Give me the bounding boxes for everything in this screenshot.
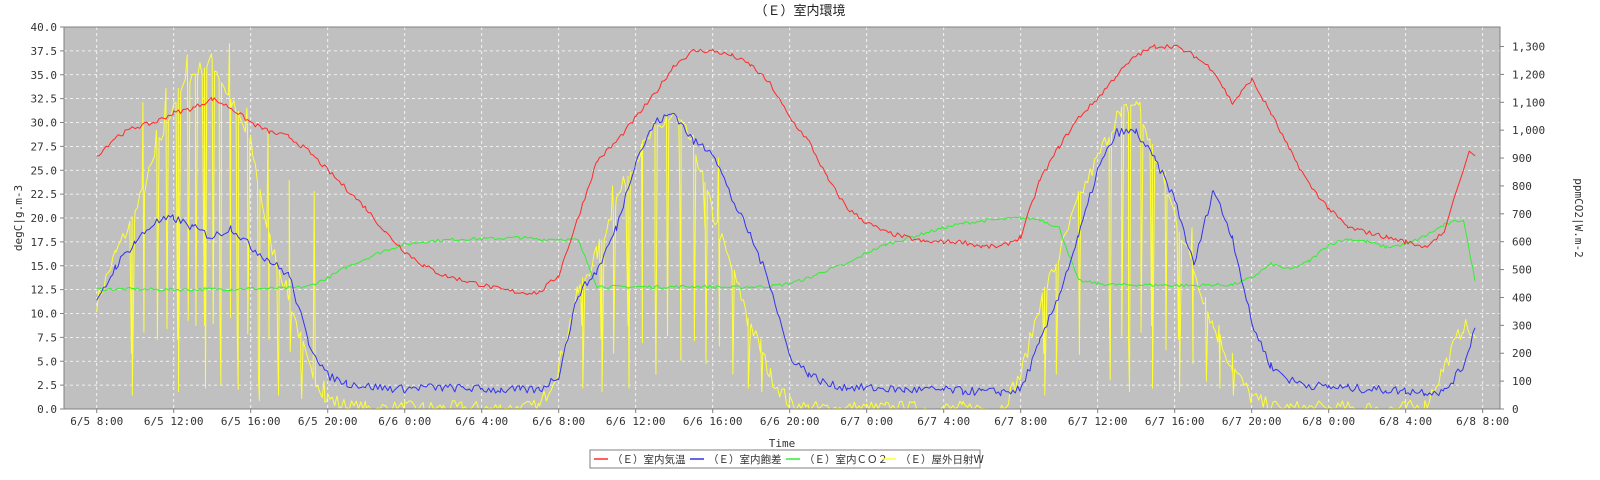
y-tick-label-left: 22.5 xyxy=(31,188,58,201)
x-tick-label: 6/6 0:00 xyxy=(378,415,431,428)
y-tick-label-left: 15.0 xyxy=(31,260,58,273)
y-tick-label-left: 37.5 xyxy=(31,45,58,58)
y-tick-label-left: 30.0 xyxy=(31,117,58,130)
y-tick-label-left: 20.0 xyxy=(31,212,58,225)
x-tick-label: 6/7 12:00 xyxy=(1068,415,1128,428)
y-tick-label-right: 500 xyxy=(1512,264,1532,277)
series-line xyxy=(96,43,1476,410)
y-tick-label-right: 1,000 xyxy=(1512,124,1545,137)
y-tick-label-left: 27.5 xyxy=(31,140,58,153)
x-tick-label: 6/7 4:00 xyxy=(917,415,970,428)
x-tick-label: 6/7 8:00 xyxy=(994,415,1047,428)
y-tick-label-left: 12.5 xyxy=(31,284,58,297)
legend-entry: （Ｅ）室内気温 xyxy=(612,453,686,466)
x-tick-label: 6/7 16:00 xyxy=(1145,415,1205,428)
y-tick-label-right: 200 xyxy=(1512,347,1532,360)
legend: （Ｅ）室内気温 （Ｅ）室内飽差 （Ｅ）室内ＣＯ２ （Ｅ）屋外日射W xyxy=(589,449,984,469)
series-line xyxy=(96,112,1476,397)
x-tick-label: 6/8 8:00 xyxy=(1456,415,1509,428)
x-tick-label: 6/6 16:00 xyxy=(683,415,743,428)
y-tick-label-left: 17.5 xyxy=(31,236,58,249)
x-tick-label: 6/8 4:00 xyxy=(1379,415,1432,428)
x-tick-label: 6/6 20:00 xyxy=(760,415,820,428)
y-axis-label-left: degC|g.m-3 xyxy=(12,185,25,251)
y-tick-label-right: 700 xyxy=(1512,208,1532,221)
y-tick-label-left: 2.5 xyxy=(37,379,57,392)
x-tick-label: 6/5 8:00 xyxy=(70,415,123,428)
grid-lines xyxy=(64,26,1500,410)
legend-box xyxy=(589,449,981,469)
y-tick-label-right: 1,100 xyxy=(1512,96,1545,109)
series-line xyxy=(96,44,1476,295)
x-tick-label: 6/6 4:00 xyxy=(455,415,508,428)
y-tick-label-right: 300 xyxy=(1512,319,1532,332)
x-tick-label: 6/6 8:00 xyxy=(532,415,585,428)
y-tick-label-right: 800 xyxy=(1512,180,1532,193)
y-tick-label-right: 1,200 xyxy=(1512,68,1545,81)
x-tick-label: 6/6 12:00 xyxy=(606,415,666,428)
axes: 6/5 8:00 6/5 12:00 6/5 16:00 6/5 20:00 6/6 0… xyxy=(31,21,1546,428)
y-tick-label-left: 0.0 xyxy=(37,403,57,416)
y-tick-label-right: 1,300 xyxy=(1512,41,1545,54)
x-axis-label: Time xyxy=(769,437,796,450)
y-tick-label-left: 10.0 xyxy=(31,308,58,321)
series-line xyxy=(96,216,1476,292)
legend-entry: （Ｅ）屋外日射W xyxy=(900,453,984,466)
series-layer xyxy=(96,43,1476,410)
y-tick-label-left: 7.5 xyxy=(37,331,57,344)
y-tick-label-right: 400 xyxy=(1512,291,1532,304)
y-tick-label-left: 25.0 xyxy=(31,164,58,177)
x-tick-label: 6/7 20:00 xyxy=(1222,415,1282,428)
y-tick-label-right: 100 xyxy=(1512,375,1532,388)
y-tick-label-left: 32.5 xyxy=(31,93,58,106)
y-tick-label-right: 900 xyxy=(1512,152,1532,165)
x-tick-label: 6/5 12:00 xyxy=(144,415,204,428)
y-tick-label-left: 35.0 xyxy=(31,69,58,82)
y-tick-label-right: 0 xyxy=(1512,403,1519,416)
y-axis-label-right: ppmCO2|W.m-2 xyxy=(1572,178,1585,257)
y-tick-label-left: 5.0 xyxy=(37,355,57,368)
x-tick-label: 6/5 16:00 xyxy=(221,415,281,428)
x-tick-label: 6/8 0:00 xyxy=(1302,415,1355,428)
y-tick-label-right: 600 xyxy=(1512,236,1532,249)
y-tick-label-left: 40.0 xyxy=(31,21,58,34)
legend-entry: （Ｅ）室内ＣＯ２ xyxy=(804,453,888,466)
chart-title: （Ｅ）室内環境 xyxy=(754,3,845,19)
legend-entry: （Ｅ）室内飽差 xyxy=(708,453,782,466)
x-tick-label: 6/7 0:00 xyxy=(840,415,893,428)
x-tick-label: 6/5 20:00 xyxy=(298,415,358,428)
